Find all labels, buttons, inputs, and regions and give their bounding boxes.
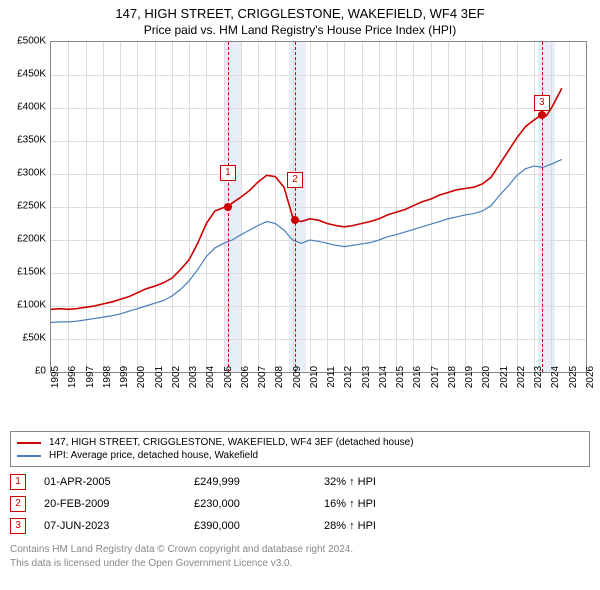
x-axis: 1995199619971998199920002001200220032004… (50, 373, 585, 423)
y-tick-label: £100K (17, 300, 46, 311)
x-tick-label: 2016 (412, 366, 423, 388)
footer: Contains HM Land Registry data © Crown c… (10, 543, 590, 570)
x-tick-label: 2001 (154, 366, 165, 388)
event-vline (542, 42, 543, 372)
x-tick-label: 1999 (119, 366, 130, 388)
sales-hpi: 28% ↑ HPI (324, 520, 424, 532)
x-tick-label: 2013 (361, 366, 372, 388)
legend-label: HPI: Average price, detached house, Wake… (49, 450, 258, 461)
x-tick-label: 2007 (257, 366, 268, 388)
x-tick-label: 2024 (550, 366, 561, 388)
x-tick-label: 2021 (499, 366, 510, 388)
x-tick-label: 2011 (326, 366, 337, 388)
sales-date: 01-APR-2005 (44, 476, 194, 488)
y-tick-label: £200K (17, 234, 46, 245)
x-tick-label: 2006 (240, 366, 251, 388)
sale-marker-box: 3 (534, 95, 550, 111)
sales-table: 1 01-APR-2005£249,99932% ↑ HPI 2 20-FEB-200… (10, 471, 590, 537)
sale-dot (538, 111, 546, 119)
x-tick-label: 2003 (188, 366, 199, 388)
x-tick-label: 2000 (136, 366, 147, 388)
x-tick-label: 2002 (171, 366, 182, 388)
y-axis: £0£50K£100K£150K£200K£250K£300K£350K£400… (0, 41, 48, 371)
y-tick-label: £0 (35, 366, 46, 377)
sales-marker: 3 (10, 518, 26, 534)
x-tick-label: 2004 (205, 366, 216, 388)
sales-price: £390,000 (194, 520, 324, 532)
sale-dot (224, 203, 232, 211)
sale-marker-box: 1 (220, 165, 236, 181)
series-hpi (51, 159, 562, 322)
legend: 147, HIGH STREET, CRIGGLESTONE, WAKEFIEL… (10, 431, 590, 467)
legend-item: 147, HIGH STREET, CRIGGLESTONE, WAKEFIEL… (17, 436, 583, 449)
sales-date: 20-FEB-2009 (44, 498, 194, 510)
chart-subtitle: Price paid vs. HM Land Registry's House … (0, 21, 600, 41)
sales-date: 07-JUN-2023 (44, 520, 194, 532)
y-tick-label: £350K (17, 135, 46, 146)
x-tick-label: 2009 (292, 366, 303, 388)
x-tick-label: 2012 (343, 366, 354, 388)
chart-title: 147, HIGH STREET, CRIGGLESTONE, WAKEFIEL… (0, 0, 600, 21)
x-tick-label: 1997 (85, 366, 96, 388)
y-tick-label: £300K (17, 168, 46, 179)
x-tick-label: 2018 (447, 366, 458, 388)
sale-marker-box: 2 (287, 172, 303, 188)
legend-label: 147, HIGH STREET, CRIGGLESTONE, WAKEFIEL… (49, 437, 414, 448)
y-tick-label: £400K (17, 102, 46, 113)
x-tick-label: 2022 (516, 366, 527, 388)
chart-lines (51, 42, 586, 372)
series-property (51, 88, 562, 309)
sales-marker: 2 (10, 496, 26, 512)
sales-row: 1 01-APR-2005£249,99932% ↑ HPI (10, 471, 590, 493)
x-tick-label: 2014 (378, 366, 389, 388)
sales-hpi: 16% ↑ HPI (324, 498, 424, 510)
x-tick-label: 1996 (67, 366, 78, 388)
x-tick-label: 1998 (102, 366, 113, 388)
x-tick-label: 2023 (533, 366, 544, 388)
x-tick-label: 1995 (50, 366, 61, 388)
chart-container: 147, HIGH STREET, CRIGGLESTONE, WAKEFIEL… (0, 0, 600, 570)
x-tick-label: 2019 (464, 366, 475, 388)
y-tick-label: £450K (17, 69, 46, 80)
x-tick-label: 2026 (585, 366, 596, 388)
footer-line: Contains HM Land Registry data © Crown c… (10, 543, 590, 557)
x-tick-label: 2010 (309, 366, 320, 388)
footer-line: This data is licensed under the Open Gov… (10, 557, 590, 571)
y-tick-label: £250K (17, 201, 46, 212)
sales-marker: 1 (10, 474, 26, 490)
legend-item: HPI: Average price, detached house, Wake… (17, 449, 583, 462)
legend-swatch (17, 455, 41, 457)
x-tick-label: 2017 (430, 366, 441, 388)
sale-dot (291, 216, 299, 224)
plot-area: 1 2 3 (50, 41, 587, 373)
sales-hpi: 32% ↑ HPI (324, 476, 424, 488)
x-tick-label: 2005 (223, 366, 234, 388)
sales-price: £230,000 (194, 498, 324, 510)
y-tick-label: £150K (17, 267, 46, 278)
y-tick-label: £500K (17, 36, 46, 47)
legend-swatch (17, 442, 41, 444)
x-tick-label: 2015 (395, 366, 406, 388)
x-tick-label: 2020 (481, 366, 492, 388)
sales-row: 3 07-JUN-2023£390,00028% ↑ HPI (10, 515, 590, 537)
event-vline (295, 42, 296, 372)
x-tick-label: 2025 (568, 366, 579, 388)
sales-row: 2 20-FEB-2009£230,00016% ↑ HPI (10, 493, 590, 515)
x-tick-label: 2008 (274, 366, 285, 388)
y-tick-label: £50K (23, 333, 46, 344)
sales-price: £249,999 (194, 476, 324, 488)
